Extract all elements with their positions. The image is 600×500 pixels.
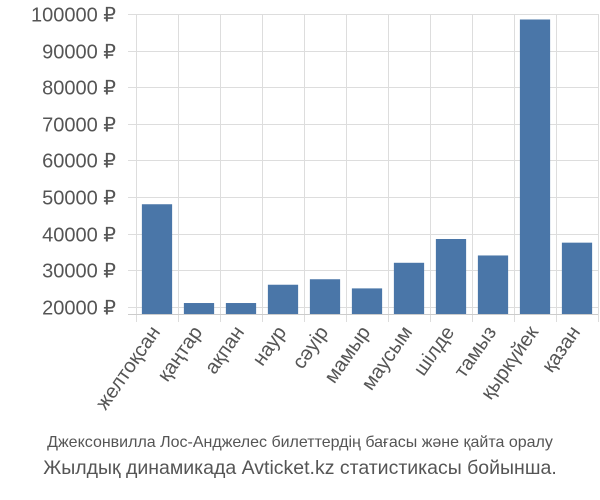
x-tick-label: желтоқсан [92, 322, 165, 414]
x-tick-label: қаңтар [153, 322, 207, 385]
y-axis-labels: 20000 ₽ 30000 ₽ 40000 ₽ 50000 ₽ 60000 ₽ 70000… [31, 5, 116, 320]
x-tick-label: наур [249, 322, 292, 370]
y-tick-label: 60000 ₽ [42, 151, 116, 173]
x-tick-label: қазан [538, 322, 585, 376]
y-tick-label: 80000 ₽ [42, 78, 116, 100]
bar-2 [225, 303, 257, 314]
bar-3 [267, 284, 299, 314]
bar-8 [477, 255, 509, 314]
y-tick-label: 50000 ₽ [42, 188, 116, 210]
y-tick-label: 20000 ₽ [42, 298, 116, 320]
y-tick-label: 90000 ₽ [42, 42, 116, 64]
y-tick-label: 100000 ₽ [31, 5, 116, 27]
bar-6 [393, 262, 425, 314]
bar-5 [351, 288, 383, 314]
y-tick-label: 70000 ₽ [42, 115, 116, 137]
chart-caption-line-1: Джексонвилла Лос-Анджелес билеттердің ба… [47, 434, 553, 451]
bar-7 [435, 239, 467, 314]
y-tick-label: 40000 ₽ [42, 225, 116, 247]
bar-10 [561, 242, 593, 314]
x-tick-label: ақпан [201, 322, 249, 378]
bar-0 [141, 204, 173, 314]
bar-1 [183, 303, 215, 314]
chart-caption-line-2: Жылдық динамикада Avticket.kz статистика… [43, 457, 557, 479]
y-tick-label: 30000 ₽ [42, 261, 116, 283]
bar-9 [519, 19, 551, 315]
bars [141, 19, 593, 315]
bar-4 [309, 279, 341, 314]
grid [128, 14, 599, 322]
